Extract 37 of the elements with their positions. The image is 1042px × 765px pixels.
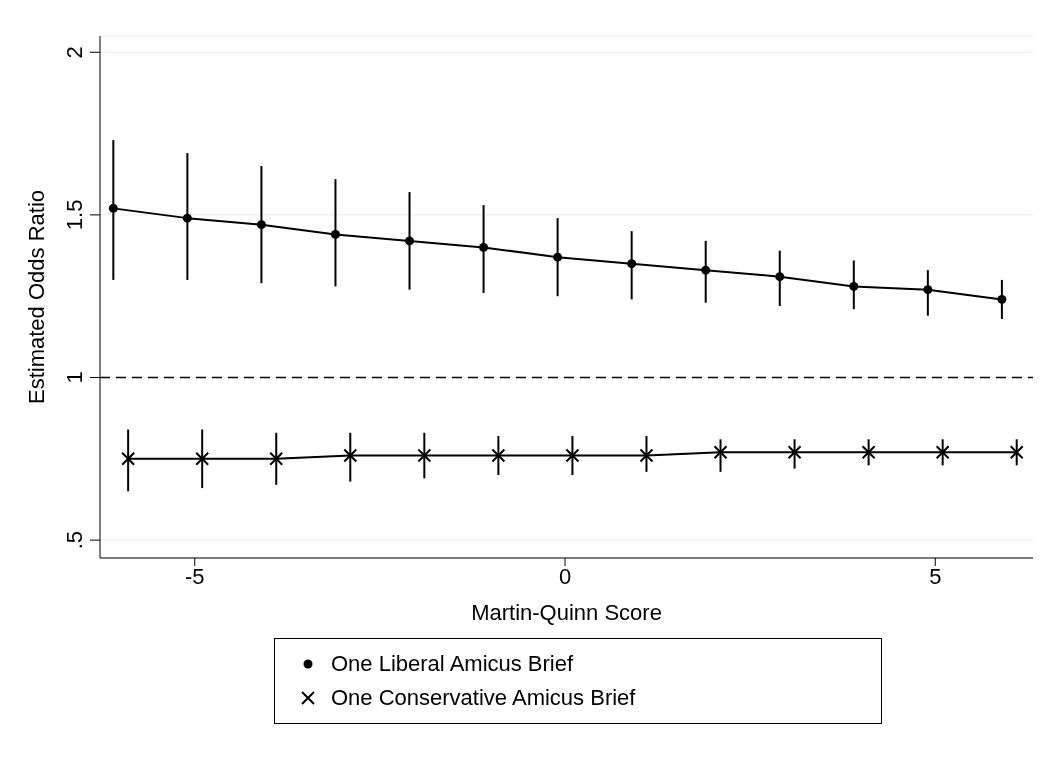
point — [417, 448, 432, 463]
point — [849, 281, 859, 291]
y-axis-title: Estimated Odds Ratio — [23, 190, 49, 404]
x-tick-label: 5 — [929, 563, 942, 589]
point — [343, 448, 358, 463]
legend-label: One Liberal Amicus Brief — [331, 651, 574, 677]
point — [330, 229, 340, 239]
point — [627, 259, 637, 269]
point — [639, 448, 654, 463]
point — [775, 272, 785, 282]
point — [256, 220, 266, 230]
point — [787, 445, 802, 460]
point — [405, 236, 415, 246]
point — [1009, 445, 1024, 460]
y-tick-label: 1.5 — [62, 199, 87, 231]
point — [491, 448, 506, 463]
y-tick-label: 2 — [62, 46, 87, 59]
point — [923, 285, 933, 295]
point — [997, 294, 1007, 304]
y-tick-label: .5 — [62, 530, 87, 550]
x-axis-title: Martin-Quinn Score — [471, 600, 662, 625]
point — [121, 451, 136, 466]
point — [861, 445, 876, 460]
point — [182, 213, 192, 223]
point — [565, 448, 580, 463]
point — [935, 445, 950, 460]
point — [701, 265, 711, 275]
point — [479, 242, 489, 252]
point — [108, 203, 118, 213]
legend-label: One Conservative Amicus Brief — [331, 685, 636, 711]
y-tick-label: 1 — [62, 371, 87, 384]
point — [269, 451, 284, 466]
x-tick-label: -5 — [185, 563, 205, 589]
point — [195, 451, 210, 466]
point — [713, 445, 728, 460]
x-tick-label: 0 — [558, 563, 572, 589]
point — [553, 252, 563, 262]
